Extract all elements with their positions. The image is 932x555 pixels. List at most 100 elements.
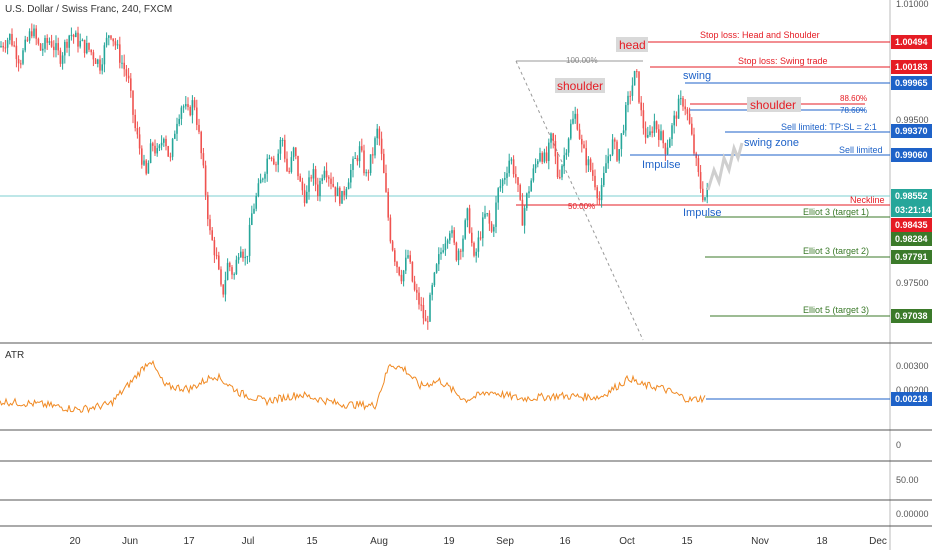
candle <box>651 126 653 138</box>
candle <box>409 250 411 264</box>
candle <box>627 91 629 113</box>
candle <box>543 148 546 164</box>
candle <box>647 126 649 139</box>
candle <box>429 292 431 323</box>
candle <box>207 191 209 227</box>
candle <box>334 186 337 203</box>
candle <box>268 154 271 160</box>
candle <box>226 258 229 281</box>
candle <box>625 101 627 137</box>
candle <box>17 55 20 72</box>
candle <box>319 177 321 202</box>
indicator-tick-label: 0.00200 <box>896 385 929 395</box>
candle <box>592 162 594 182</box>
candle <box>642 102 645 135</box>
candle <box>451 225 453 238</box>
candle <box>275 161 277 172</box>
candle <box>312 163 315 186</box>
candle <box>385 164 387 193</box>
candle <box>171 137 174 161</box>
time-tick-label: Jul <box>242 536 255 547</box>
candle <box>182 104 185 113</box>
candle <box>702 181 704 203</box>
candle <box>400 269 403 285</box>
candle <box>158 143 161 152</box>
candle <box>90 49 92 56</box>
candle <box>563 147 565 174</box>
candle <box>387 188 389 221</box>
price-tick-label: 0.99500 <box>896 115 929 125</box>
candle <box>108 34 110 46</box>
candle <box>589 157 592 173</box>
candle <box>264 171 266 183</box>
elliot5-t3-label: Elliot 5 (target 3) <box>803 305 869 315</box>
candle <box>644 121 647 144</box>
candle <box>633 70 636 86</box>
candle <box>347 178 350 190</box>
candle <box>246 255 249 264</box>
candle <box>303 183 306 207</box>
candle <box>398 266 400 277</box>
candle <box>669 137 671 148</box>
candle <box>48 37 51 46</box>
candle <box>484 205 486 220</box>
candle <box>618 149 620 164</box>
candle <box>240 246 242 258</box>
time-tick-label: 20 <box>69 536 81 547</box>
candle <box>616 139 618 162</box>
candle <box>697 154 700 177</box>
candle <box>706 182 708 204</box>
candle <box>574 106 576 124</box>
candle <box>517 177 519 193</box>
candle <box>605 154 607 174</box>
candle <box>110 35 112 41</box>
atr-axis[interactable]: 0.00300 0.00200 0 50.00 0.00000 <box>896 361 929 519</box>
candle <box>664 142 667 161</box>
candle <box>506 166 508 186</box>
candle <box>132 90 134 124</box>
candle <box>570 119 572 141</box>
candle <box>680 90 682 106</box>
svg-text:0.97038: 0.97038 <box>895 311 928 321</box>
fib-50-label: 50.00% <box>568 202 595 211</box>
svg-text:03:21:14: 03:21:14 <box>895 205 931 215</box>
candle <box>420 296 422 312</box>
fib-786-label: 78.60% <box>840 106 867 115</box>
candle <box>704 197 706 202</box>
candle <box>292 146 295 162</box>
price-axis[interactable]: 1.01000 0.99500 0.97500 <box>896 0 929 288</box>
candle <box>578 123 581 140</box>
candle <box>284 134 286 163</box>
candle <box>471 227 473 247</box>
candle <box>684 99 686 116</box>
candle <box>622 124 625 136</box>
svg-text:1.00494: 1.00494 <box>895 37 928 47</box>
candle <box>376 123 378 146</box>
candle <box>671 122 673 146</box>
candle <box>341 190 343 204</box>
candle <box>213 236 216 263</box>
candle <box>57 37 59 56</box>
candle <box>482 212 484 247</box>
candle <box>138 126 141 155</box>
candle <box>86 35 88 55</box>
indicator-tick-label: 0.00300 <box>896 361 929 371</box>
candle <box>479 231 482 241</box>
candle <box>413 275 416 292</box>
candle <box>37 37 40 46</box>
candle <box>640 96 642 117</box>
price-badge: 0.97791 <box>891 250 932 264</box>
candle <box>154 139 156 157</box>
candle <box>686 107 689 121</box>
stop-loss-swing-label: Stop loss: Swing trade <box>738 56 828 66</box>
time-axis[interactable]: 20 Jun 17 Jul 15 Aug 19 Sep 16 Oct 15 Nov 18 Dec <box>69 536 886 547</box>
atr-indicator-label[interactable]: ATR <box>5 350 25 361</box>
candle <box>504 171 506 185</box>
candle <box>237 252 240 264</box>
candle <box>534 158 537 174</box>
atr-line <box>0 359 706 414</box>
candle <box>202 147 205 169</box>
candle <box>519 183 521 201</box>
